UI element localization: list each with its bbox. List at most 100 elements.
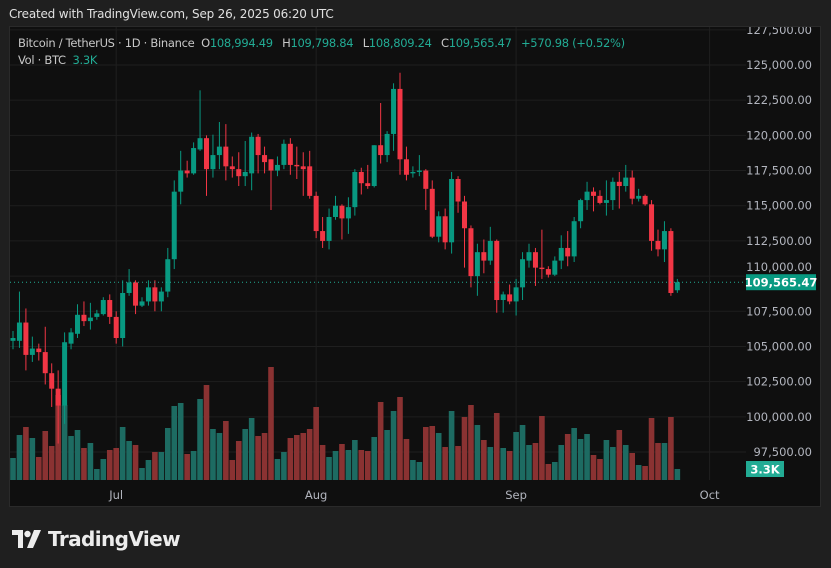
candle xyxy=(532,247,538,286)
x-tick-label: Aug xyxy=(305,488,327,502)
volume-bar xyxy=(377,402,384,480)
candle xyxy=(591,187,596,212)
volume-bar xyxy=(287,438,294,480)
candle xyxy=(371,145,377,188)
candle-body xyxy=(661,231,667,250)
volume-bar xyxy=(668,417,674,480)
volume-bar xyxy=(493,413,500,480)
candle xyxy=(23,308,29,371)
candle-body xyxy=(197,138,203,150)
candlestick-chart[interactable]: 127,500.00 125,000.00 122,500.00 120,000.00… xyxy=(10,27,821,507)
last-price-badge xyxy=(746,274,816,291)
volume-bar xyxy=(16,435,23,480)
candle-body xyxy=(397,88,403,160)
candle-body xyxy=(262,155,268,163)
candle-body xyxy=(294,164,300,167)
candle-body xyxy=(416,170,422,172)
volume-bar xyxy=(23,427,29,480)
candle xyxy=(223,124,229,181)
candle-body xyxy=(300,166,306,170)
volume-bar xyxy=(545,464,552,480)
y-tick-label: 127,500.00 xyxy=(746,27,812,37)
candle xyxy=(55,370,61,444)
candle-body xyxy=(481,252,487,261)
candle-body xyxy=(171,191,177,260)
candle-body xyxy=(42,352,48,374)
candle-body xyxy=(358,171,364,184)
candle xyxy=(391,83,397,151)
volume-bar xyxy=(235,441,242,480)
candle-body xyxy=(62,342,68,406)
volume-bar xyxy=(94,469,100,480)
tradingview-logo-icon xyxy=(12,530,41,548)
volume-bar xyxy=(113,448,119,480)
volume-bar xyxy=(526,445,532,480)
volume-bar xyxy=(590,455,597,480)
candle xyxy=(236,152,242,187)
volume-label[interactable]: Vol · BTC xyxy=(18,53,66,67)
volume-bar xyxy=(190,451,197,480)
candle xyxy=(204,135,209,196)
candle xyxy=(294,146,300,179)
volume-bar xyxy=(371,437,377,480)
volume-bar xyxy=(519,425,526,480)
volume-bar xyxy=(410,460,416,480)
candle xyxy=(29,336,35,362)
volume-bar xyxy=(487,447,494,480)
candle-body xyxy=(507,294,513,302)
volume-badge xyxy=(746,461,784,477)
volume-bar xyxy=(248,418,255,480)
volume-bar xyxy=(448,411,455,480)
candle-body xyxy=(642,195,648,205)
candle xyxy=(513,278,519,316)
candle xyxy=(10,330,16,350)
volume-bar xyxy=(455,446,461,480)
candle-body xyxy=(558,247,564,261)
candle xyxy=(520,252,526,301)
candle xyxy=(36,343,42,361)
candle-body xyxy=(107,300,113,317)
tradingview-logo-text: TradingView xyxy=(48,527,181,551)
volume-bar xyxy=(661,443,668,480)
candle xyxy=(481,239,487,274)
volume-bar xyxy=(177,403,184,480)
candle xyxy=(449,171,455,254)
candle-body xyxy=(494,240,500,301)
y-tick-label: 102,500.00 xyxy=(746,375,812,389)
candle-body xyxy=(113,316,119,339)
candle xyxy=(668,228,674,296)
y-tick-label: 120,000.00 xyxy=(746,128,812,142)
volume-bar xyxy=(268,367,274,480)
candle-body xyxy=(520,259,526,288)
symbol-title[interactable]: Bitcoin / TetherUS · 1D · Binance xyxy=(18,36,195,50)
candle xyxy=(126,269,132,296)
candle-body xyxy=(371,145,377,187)
candle xyxy=(462,195,467,268)
volume-bar xyxy=(390,411,397,480)
tradingview-logo[interactable]: TradingView xyxy=(12,527,181,551)
candle-body xyxy=(378,145,384,156)
volume-badge-label: 3.3K xyxy=(750,463,780,477)
volume-bar xyxy=(261,433,268,480)
candle-body xyxy=(429,188,435,237)
candle xyxy=(410,166,416,178)
candle xyxy=(436,211,442,243)
candle-body xyxy=(565,247,571,257)
y-tick-label: 107,500.00 xyxy=(746,304,812,318)
volume-bar xyxy=(242,429,248,480)
candle-body xyxy=(229,166,235,170)
candle xyxy=(300,152,306,196)
volume-bar xyxy=(184,454,190,480)
volume-bar xyxy=(152,452,158,480)
candle-body xyxy=(636,195,642,199)
candle xyxy=(274,156,280,177)
candle xyxy=(16,291,22,348)
candle xyxy=(171,180,177,270)
candle-body xyxy=(668,231,674,293)
volume-bar xyxy=(532,443,539,480)
candle xyxy=(216,121,222,170)
candle-body xyxy=(655,240,661,250)
candle xyxy=(584,181,590,210)
volume-value: 3.3K xyxy=(72,53,98,67)
chart-pane[interactable]: 127,500.00 125,000.00 122,500.00 120,000.00… xyxy=(9,26,821,507)
